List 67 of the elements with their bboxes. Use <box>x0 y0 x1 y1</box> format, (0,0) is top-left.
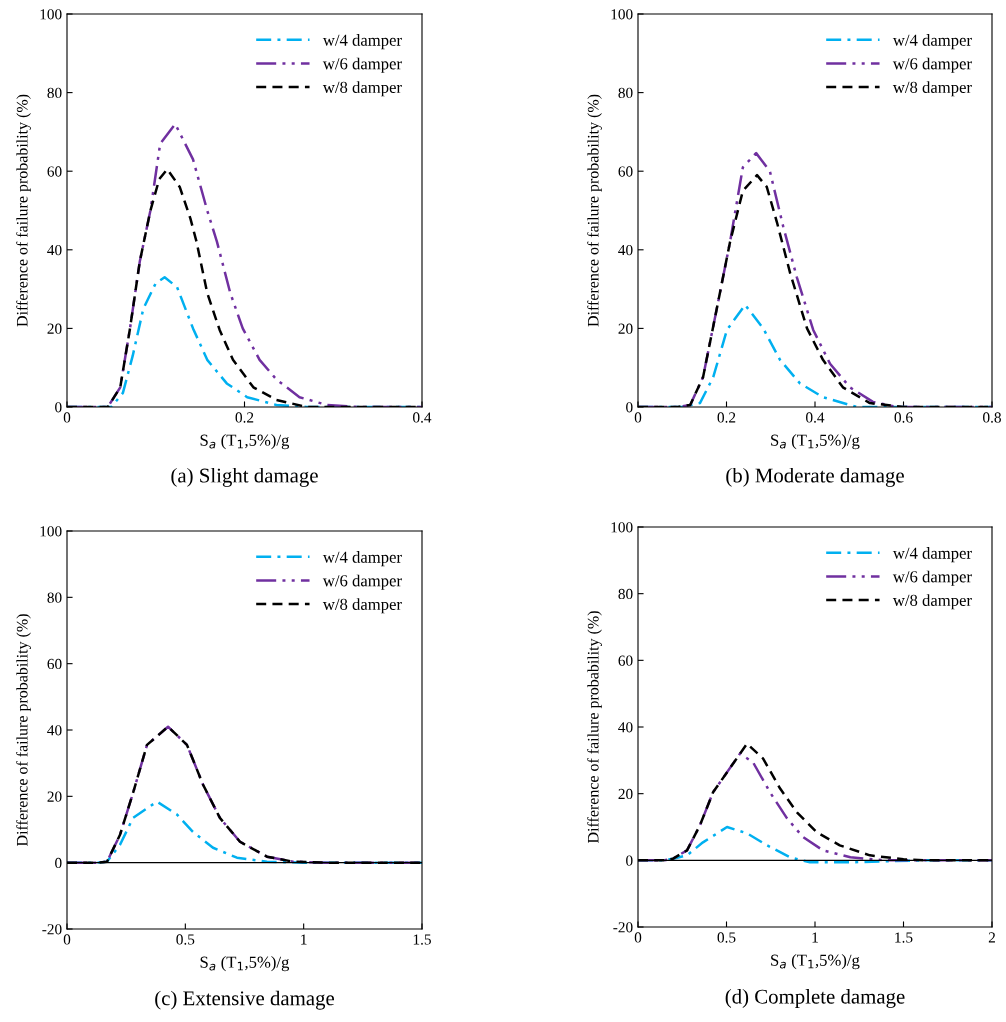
x-tick-label: 0.4 <box>413 412 432 423</box>
y-tick-label: 80 <box>618 588 633 600</box>
y-tick-label: 80 <box>47 87 62 99</box>
text: (c) Extensive damage <box>155 990 335 1010</box>
y-tick-label: 40 <box>47 244 62 256</box>
y-tick-label: 20 <box>47 323 62 334</box>
legend-label: w/4 damper <box>322 551 402 567</box>
x-axis-title: S$_{a}$ (T$_{1}$,5%)/g <box>771 954 860 970</box>
y-tick-label: 20 <box>47 791 62 802</box>
y-tick-label: 100 <box>40 526 62 537</box>
y-axis-title: Difference of failure probability (%) <box>587 94 602 327</box>
legend-label: w/6 damper <box>892 57 972 73</box>
legend-label: w/6 damper <box>892 570 972 586</box>
legend-label: w/4 damper <box>892 34 972 50</box>
x-axis-title: S$_{a}$ (T$_{1}$,5%)/g <box>200 434 290 450</box>
y-tick-label: 100 <box>611 9 633 20</box>
y-tick-label: 0 <box>626 402 633 413</box>
x-tick-label: 0.6 <box>894 412 913 423</box>
y-tick-label: 20 <box>618 788 633 800</box>
x-tick-label: 1 <box>301 934 307 945</box>
legend-label: w/8 damper <box>322 598 402 614</box>
x-tick-label: 0.2 <box>717 412 736 423</box>
x-tick-label: 1 <box>812 932 818 943</box>
x-tick-label: 1.5 <box>413 934 431 945</box>
y-tick-label: 60 <box>47 658 62 670</box>
y-tick-label: 0 <box>55 402 62 413</box>
legend-label: w/8 damper <box>322 81 402 97</box>
y-tick-label: 100 <box>40 9 62 20</box>
y-axis-title: Difference of failure probability (%) <box>16 614 31 847</box>
legend-label: w/6 damper <box>322 57 402 73</box>
x-axis-title: S$_{a}$ (T$_{1}$,5%)/g <box>771 434 860 450</box>
y-tick-label: 60 <box>618 655 633 666</box>
legend-label: w/4 damper <box>892 547 972 563</box>
x-tick-label: 0 <box>634 412 642 423</box>
x-tick-label: 1.5 <box>895 932 913 943</box>
y-axis-title: Difference of failure probability (%) <box>16 94 31 327</box>
x-tick-label: 0 <box>63 412 71 423</box>
x-tick-label: 0.8 <box>983 412 1001 423</box>
y-axis-title: Difference of failure probability (%) <box>587 611 602 844</box>
x-tick-label: 0.5 <box>717 932 736 943</box>
legend-label: w/8 damper <box>892 594 972 610</box>
y-tick-label: 80 <box>47 592 62 603</box>
x-tick-label: 2 <box>988 932 995 943</box>
y-tick-label: 20 <box>618 323 633 334</box>
y-tick-label: 100 <box>611 522 633 533</box>
x-tick-label: 0 <box>634 932 642 943</box>
legend-label: w/8 damper <box>892 81 972 97</box>
text: (b) Moderate damage <box>726 467 904 487</box>
text: (a) Slight damage <box>171 467 318 487</box>
y-tick-label: -20 <box>613 922 633 933</box>
legend-label: w/6 damper <box>322 574 402 590</box>
y-tick-label: 40 <box>618 722 633 733</box>
x-tick-label: 0 <box>63 934 71 945</box>
y-tick-label: -20 <box>42 924 62 935</box>
x-axis-title: S$_{a}$ (T$_{1}$,5%)/g <box>200 956 290 972</box>
y-tick-label: 60 <box>618 166 633 177</box>
y-tick-label: 40 <box>618 244 633 256</box>
y-tick-label: 0 <box>55 857 62 869</box>
y-tick-label: 40 <box>47 725 62 736</box>
text: (d) Complete damage <box>725 989 905 1008</box>
x-tick-label: 0.2 <box>235 412 254 423</box>
y-tick-label: 80 <box>618 87 633 99</box>
legend-label: w/4 damper <box>322 34 402 50</box>
y-tick-label: 60 <box>47 166 62 177</box>
x-tick-label: 0.4 <box>806 412 825 423</box>
x-tick-label: 0.5 <box>176 934 195 945</box>
y-tick-label: 0 <box>626 855 633 866</box>
